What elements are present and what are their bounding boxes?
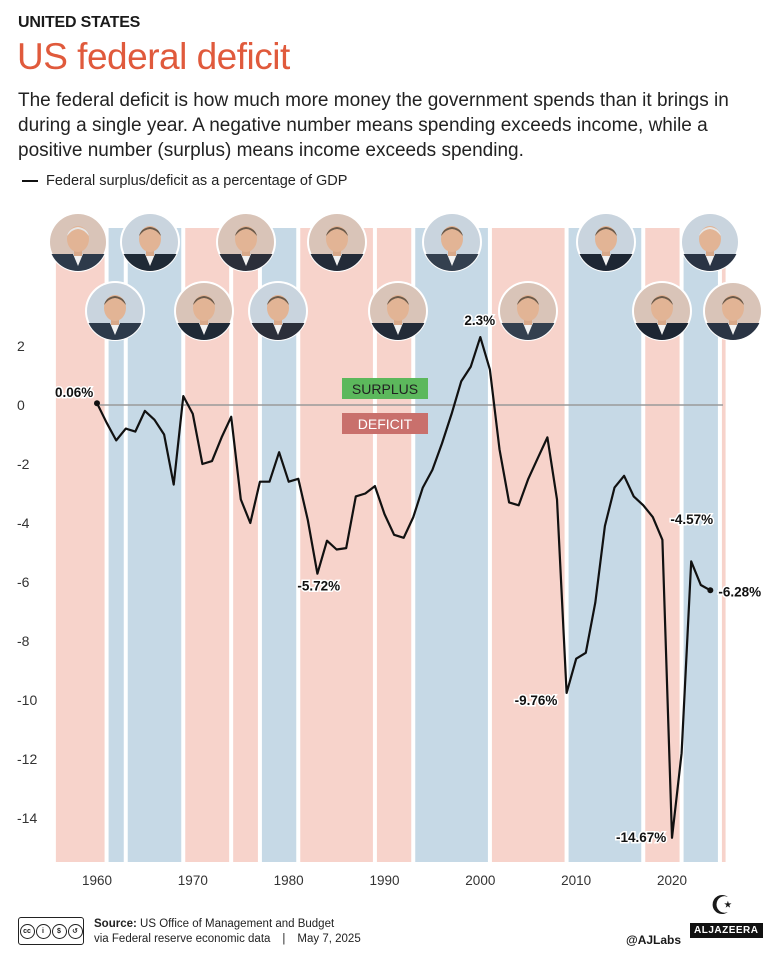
portrait-reagan-icon xyxy=(307,212,367,272)
aljazeera-mark-icon: ☪ xyxy=(710,890,734,920)
data-label: -6.28% xyxy=(718,584,761,599)
x-tick-label: 1980 xyxy=(274,873,304,888)
portrait-carter-icon xyxy=(248,281,308,341)
x-tick-label: 2020 xyxy=(657,873,687,888)
presidency-band xyxy=(300,228,373,862)
presidency-band xyxy=(721,228,726,862)
y-tick-label: -4 xyxy=(17,515,30,531)
data-label-halo: 0.06% xyxy=(55,385,93,400)
legend: Federal surplus/deficit as a percentage … xyxy=(22,173,347,189)
portrait-clinton-icon xyxy=(422,212,482,272)
x-tick-label: 2010 xyxy=(561,873,591,888)
portrait-kennedy-icon xyxy=(85,281,145,341)
portrait-trump-icon xyxy=(703,281,763,341)
end-point xyxy=(707,587,714,594)
source-name: US Office of Management and Budget xyxy=(140,918,335,930)
legend-line-swatch xyxy=(22,180,38,182)
y-tick-label: -14 xyxy=(17,810,37,826)
x-tick-label: 1960 xyxy=(82,873,112,888)
presidency-band xyxy=(415,228,488,862)
portrait-eisenhower-icon xyxy=(48,212,108,272)
deficit-label-box xyxy=(342,413,428,434)
data-label-halo: -5.72% xyxy=(297,579,340,594)
y-tick-label: -12 xyxy=(17,751,37,767)
creative-commons-icon: cc i $ ↺ xyxy=(18,917,84,945)
aljazeera-logo: ☪ ALJAZEERA xyxy=(690,890,763,938)
presidency-band xyxy=(108,228,124,862)
portrait-bush-icon xyxy=(368,281,428,341)
data-label-halo: -6.28% xyxy=(718,584,761,599)
data-label: -4.57% xyxy=(670,512,713,527)
ajlabs-handle: @AJLabs xyxy=(626,933,682,947)
data-label: 2.3% xyxy=(464,313,495,328)
publish-date: May 7, 2025 xyxy=(297,933,361,945)
aljazeera-wordmark: ALJAZEERA xyxy=(690,923,763,938)
portrait-trump-icon xyxy=(632,281,692,341)
data-label-halo: -4.57% xyxy=(670,512,713,527)
presidency-band xyxy=(568,228,642,862)
surplus-label-box xyxy=(342,378,428,399)
y-tick-label: 2 xyxy=(17,338,25,354)
data-label-halo: 2.3% xyxy=(464,313,495,328)
data-label: 0.06% xyxy=(55,385,93,400)
portrait-johnson-icon xyxy=(120,212,180,272)
footer: cc i $ ↺ Source: US Office of Management an… xyxy=(18,917,361,947)
deficit-label: DEFICIT xyxy=(358,416,413,432)
x-tick-label: 2000 xyxy=(465,873,495,888)
data-label: -9.76% xyxy=(515,693,558,708)
kicker: UNITED STATES xyxy=(18,14,141,31)
presidency-band xyxy=(683,228,718,862)
source-label: Source: xyxy=(94,918,137,930)
y-tick-label: -10 xyxy=(17,692,37,708)
y-tick-label: -6 xyxy=(17,574,30,590)
source-via: via Federal reserve economic data xyxy=(94,933,271,945)
data-label: -5.72% xyxy=(297,579,340,594)
presidency-band xyxy=(233,228,258,862)
legend-label: Federal surplus/deficit as a percentage … xyxy=(46,173,348,189)
data-label: -14.67% xyxy=(616,830,666,845)
portrait-obama-icon xyxy=(576,212,636,272)
y-tick-label: -8 xyxy=(17,633,30,649)
x-tick-label: 1970 xyxy=(178,873,208,888)
portrait-biden-icon xyxy=(680,212,740,272)
description: The federal deficit is how much more mon… xyxy=(18,90,729,161)
portrait-bush-icon xyxy=(498,281,558,341)
y-tick-label: 0 xyxy=(17,397,25,413)
portrait-nixon-icon xyxy=(174,281,234,341)
portrait-ford-icon xyxy=(216,212,276,272)
page-title: US federal deficit xyxy=(17,36,290,77)
data-label-halo: -14.67% xyxy=(616,830,666,845)
presidency-band xyxy=(127,228,182,862)
surplus-label: SURPLUS xyxy=(352,381,418,397)
deficit-line xyxy=(96,336,711,839)
y-tick-label: -2 xyxy=(17,456,30,472)
start-point xyxy=(94,400,100,407)
data-label-halo: -9.76% xyxy=(515,693,558,708)
x-tick-label: 1990 xyxy=(369,873,399,888)
deficit-chart: 2 0 -2 -4 -6 -8 -10 -12 -14 1960 1970 1980 1990 2000 2… xyxy=(17,212,763,888)
source-text: Source: US Office of Management and Budg… xyxy=(94,918,361,945)
